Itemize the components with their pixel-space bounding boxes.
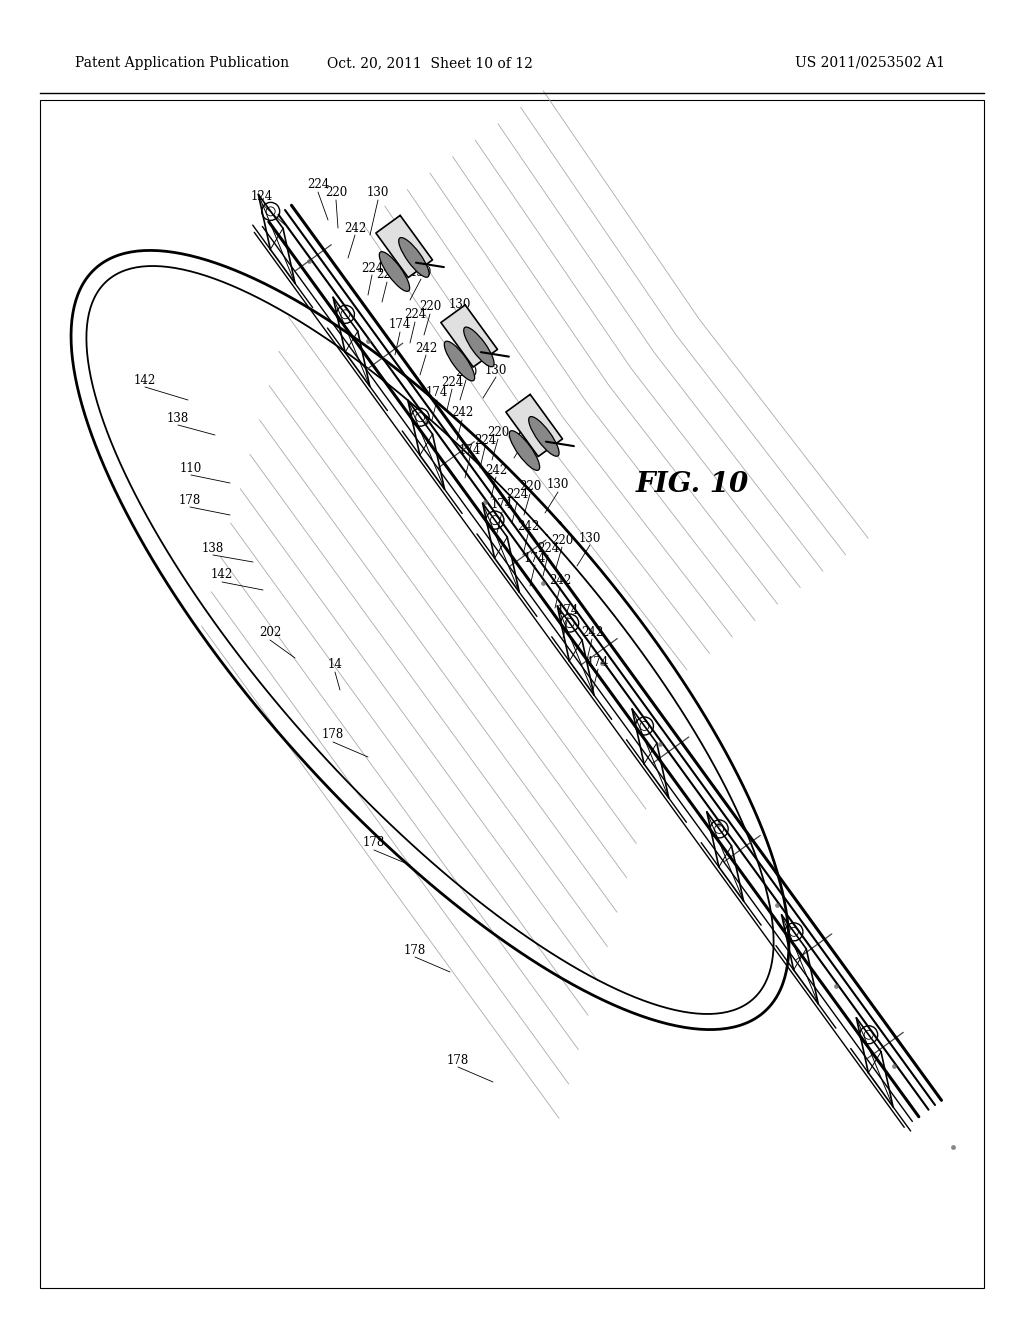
Text: 242: 242 (517, 520, 539, 533)
Text: 130: 130 (484, 363, 507, 376)
Text: 130: 130 (579, 532, 601, 544)
Point (359, 330, 376, 351)
Text: US 2011/0253502 A1: US 2011/0253502 A1 (795, 55, 945, 70)
Text: 142: 142 (134, 374, 156, 387)
Text: 174: 174 (490, 499, 513, 511)
Text: 130: 130 (410, 265, 432, 279)
Text: 178: 178 (322, 729, 344, 742)
Text: 130: 130 (547, 479, 569, 491)
Text: 174: 174 (459, 444, 481, 457)
Text: 130: 130 (367, 186, 389, 199)
Text: 242: 242 (549, 573, 571, 586)
Text: 220: 220 (551, 533, 573, 546)
Point (711, 814, 727, 836)
Text: 242: 242 (581, 626, 603, 639)
Text: 178: 178 (403, 944, 426, 957)
Text: 224: 224 (506, 488, 528, 502)
Text: 138: 138 (202, 541, 224, 554)
Point (536, 573, 552, 594)
Text: 174: 174 (557, 603, 580, 616)
Point (594, 653, 610, 675)
Text: 224: 224 (474, 433, 496, 446)
Text: 242: 242 (415, 342, 437, 355)
Text: 220: 220 (419, 301, 441, 314)
Text: 124: 124 (251, 190, 273, 203)
Ellipse shape (509, 430, 540, 470)
Text: 242: 242 (485, 463, 507, 477)
Text: 220: 220 (486, 425, 509, 438)
Point (769, 895, 785, 916)
Text: 224: 224 (307, 178, 329, 191)
Text: 174: 174 (587, 656, 609, 668)
Text: 242: 242 (344, 222, 367, 235)
Text: 220: 220 (455, 367, 477, 380)
Text: 178: 178 (179, 494, 201, 507)
Point (945, 1137, 962, 1158)
Text: 224: 224 (441, 375, 463, 388)
Point (886, 1056, 902, 1077)
Ellipse shape (379, 252, 410, 292)
Text: 242: 242 (451, 407, 473, 420)
Point (827, 975, 844, 997)
Text: 174: 174 (389, 318, 412, 331)
Text: 224: 224 (403, 309, 426, 322)
Polygon shape (506, 395, 562, 457)
Text: Oct. 20, 2011  Sheet 10 of 12: Oct. 20, 2011 Sheet 10 of 12 (327, 55, 532, 70)
Point (301, 249, 317, 271)
Text: 110: 110 (180, 462, 202, 474)
Text: 220: 220 (325, 186, 347, 199)
Text: 224: 224 (360, 261, 383, 275)
Text: 178: 178 (362, 837, 385, 850)
Ellipse shape (444, 341, 475, 381)
Text: 174: 174 (426, 387, 449, 400)
Text: 178: 178 (446, 1053, 469, 1067)
Ellipse shape (398, 238, 429, 277)
Text: 220: 220 (376, 268, 398, 281)
Text: 130: 130 (449, 297, 471, 310)
Text: 130: 130 (516, 424, 539, 437)
Point (652, 734, 669, 755)
Text: Patent Application Publication: Patent Application Publication (75, 55, 289, 70)
Text: 138: 138 (167, 412, 189, 425)
Text: 14: 14 (328, 659, 342, 672)
Text: 220: 220 (519, 480, 541, 494)
Point (477, 492, 494, 513)
Point (418, 411, 434, 432)
Ellipse shape (464, 327, 495, 367)
Ellipse shape (528, 417, 559, 457)
Text: 224: 224 (537, 541, 559, 554)
Text: 202: 202 (259, 627, 282, 639)
Text: FIG. 10: FIG. 10 (635, 471, 749, 499)
Polygon shape (441, 305, 498, 367)
Polygon shape (376, 215, 432, 277)
Text: 174: 174 (524, 552, 546, 565)
Text: 142: 142 (211, 569, 233, 582)
